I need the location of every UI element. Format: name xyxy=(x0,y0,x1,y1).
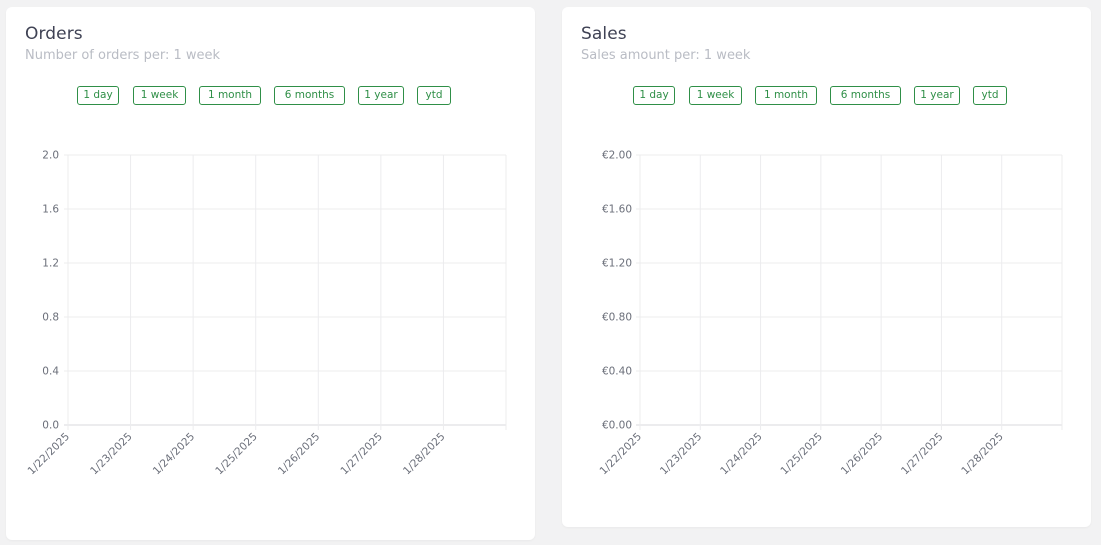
orders-y-tick-label: 0.4 xyxy=(42,366,59,378)
sales-title: Sales xyxy=(581,24,627,44)
sales-chart: €0.00 €0.40 €0.80 €1.20 €1.60 €2.00 1/22/2025 1… xyxy=(598,150,1063,478)
sales-card: Sales Sales amount per: 1 week 1 day 1 w… xyxy=(562,7,1091,527)
orders-range-1-day-button[interactable]: 1 day xyxy=(77,86,119,105)
orders-x-tick-label: 1/28/2025 xyxy=(401,431,448,478)
orders-x-tick-label: 1/25/2025 xyxy=(213,431,260,478)
sales-y-tick-label: €0.80 xyxy=(602,312,632,324)
sales-y-tick-label: €0.00 xyxy=(602,420,632,432)
orders-y-tick-label: 0.0 xyxy=(42,420,59,432)
orders-range-1-year-button[interactable]: 1 year xyxy=(358,86,404,105)
sales-y-tick-label: €1.60 xyxy=(602,204,632,216)
sales-range-1-day-button[interactable]: 1 day xyxy=(633,86,675,105)
sales-subtitle: Sales amount per: 1 week xyxy=(581,48,751,63)
orders-range-6-months-button[interactable]: 6 months xyxy=(274,86,345,105)
orders-range-1-week-button[interactable]: 1 week xyxy=(133,86,186,105)
orders-y-tick-label: 1.6 xyxy=(42,204,59,216)
orders-x-tick-label: 1/23/2025 xyxy=(88,431,135,478)
sales-y-tick-label: €2.00 xyxy=(602,150,632,162)
sales-range-1-week-button[interactable]: 1 week xyxy=(689,86,742,105)
orders-chart: 0.0 0.4 0.8 1.2 1.6 2.0 1/22/2025 1/23/2025 1/24… xyxy=(26,150,507,478)
sales-x-tick-label: 1/23/2025 xyxy=(658,431,705,478)
orders-x-tick-label: 1/26/2025 xyxy=(276,431,323,478)
orders-x-tick-label: 1/24/2025 xyxy=(151,431,198,478)
sales-x-tick-label: 1/22/2025 xyxy=(598,431,645,478)
sales-x-tick-label: 1/25/2025 xyxy=(778,431,825,478)
sales-x-tick-label: 1/24/2025 xyxy=(718,431,765,478)
orders-range-1-month-button[interactable]: 1 month xyxy=(199,86,261,105)
orders-subtitle: Number of orders per: 1 week xyxy=(25,48,221,63)
orders-y-tick-label: 1.2 xyxy=(42,258,59,270)
sales-range-6-months-button[interactable]: 6 months xyxy=(830,86,901,105)
orders-y-tick-label: 2.0 xyxy=(42,150,59,162)
sales-x-tick-label: 1/26/2025 xyxy=(839,431,886,478)
sales-y-tick-label: €0.40 xyxy=(602,366,632,378)
orders-title: Orders xyxy=(25,24,83,44)
sales-x-tick-label: 1/27/2025 xyxy=(899,431,946,478)
sales-x-tick-label: 1/28/2025 xyxy=(959,431,1006,478)
sales-range-ytd-button[interactable]: ytd xyxy=(973,86,1007,105)
sales-y-tick-label: €1.20 xyxy=(602,258,632,270)
sales-range-1-month-button[interactable]: 1 month xyxy=(755,86,817,105)
orders-y-tick-label: 0.8 xyxy=(42,312,59,324)
orders-x-tick-label: 1/27/2025 xyxy=(338,431,385,478)
orders-card: Orders Number of orders per: 1 week 1 da… xyxy=(6,7,535,540)
orders-x-tick-label: 1/22/2025 xyxy=(26,431,73,478)
orders-range-ytd-button[interactable]: ytd xyxy=(417,86,451,105)
sales-range-1-year-button[interactable]: 1 year xyxy=(914,86,960,105)
